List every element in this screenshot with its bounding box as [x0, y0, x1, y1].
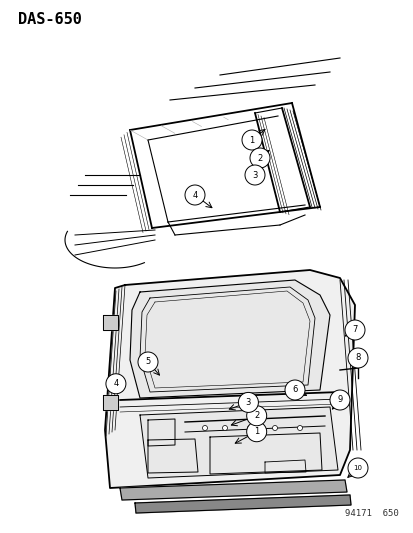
- Polygon shape: [105, 270, 354, 488]
- Circle shape: [344, 320, 364, 340]
- Circle shape: [347, 348, 367, 368]
- Text: 2: 2: [254, 411, 259, 420]
- Text: 3: 3: [245, 398, 250, 407]
- Circle shape: [138, 352, 158, 372]
- Circle shape: [242, 130, 261, 150]
- Polygon shape: [103, 395, 118, 410]
- Text: 7: 7: [351, 326, 357, 335]
- Text: 8: 8: [354, 353, 360, 362]
- Circle shape: [246, 406, 266, 426]
- Circle shape: [246, 422, 266, 442]
- Text: 94171  650: 94171 650: [344, 509, 398, 518]
- Circle shape: [284, 380, 304, 400]
- Text: 4: 4: [113, 379, 118, 388]
- Text: 9: 9: [337, 395, 342, 405]
- Text: 10: 10: [353, 465, 362, 471]
- Text: 1: 1: [254, 427, 259, 436]
- Circle shape: [238, 392, 258, 413]
- Text: 1: 1: [249, 135, 254, 144]
- Circle shape: [247, 425, 252, 431]
- Polygon shape: [130, 280, 329, 398]
- Text: 5: 5: [145, 358, 150, 367]
- Circle shape: [185, 185, 204, 205]
- Circle shape: [329, 390, 349, 410]
- Circle shape: [297, 425, 302, 431]
- Circle shape: [222, 425, 227, 431]
- Polygon shape: [135, 495, 350, 513]
- Text: DAS-650: DAS-650: [18, 12, 82, 27]
- Circle shape: [244, 165, 264, 185]
- Text: 6: 6: [292, 385, 297, 394]
- Circle shape: [106, 374, 126, 394]
- Circle shape: [272, 425, 277, 431]
- Circle shape: [249, 148, 269, 168]
- Polygon shape: [103, 315, 118, 330]
- Polygon shape: [140, 407, 337, 478]
- Text: 3: 3: [252, 171, 257, 180]
- Polygon shape: [120, 480, 346, 500]
- Text: 4: 4: [192, 190, 197, 199]
- Circle shape: [347, 458, 367, 478]
- Text: 2: 2: [257, 154, 262, 163]
- Circle shape: [202, 425, 207, 431]
